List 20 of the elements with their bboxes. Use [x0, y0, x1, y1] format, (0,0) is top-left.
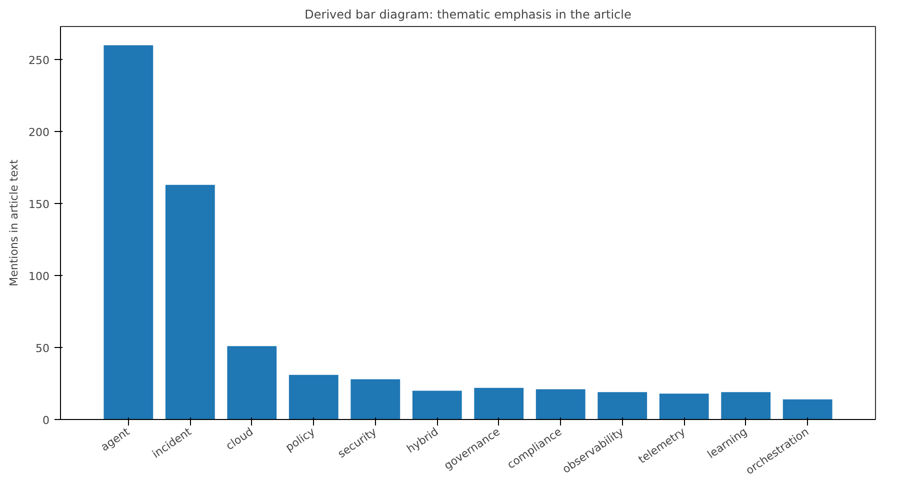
y-tick-label: 0 [42, 414, 50, 427]
bar [598, 392, 648, 420]
y-tick-label: 150 [28, 198, 50, 212]
y-axis-title: Mentions in article text [8, 158, 21, 286]
bar [659, 394, 709, 420]
bar [227, 346, 277, 420]
chart-title: Derived bar diagram: thematic emphasis in the article [304, 8, 632, 22]
bar [536, 389, 586, 420]
bar [165, 184, 215, 420]
bar [782, 399, 832, 420]
y-tick-label: 50 [36, 342, 50, 356]
y-tick-label: 250 [28, 54, 50, 68]
y-tick-label: 200 [28, 126, 50, 140]
bar [104, 45, 154, 420]
bar [474, 388, 524, 420]
bar [288, 374, 338, 420]
bar [412, 390, 462, 420]
y-tick-label: 100 [28, 270, 50, 284]
bar [350, 379, 400, 420]
bar [721, 392, 771, 420]
